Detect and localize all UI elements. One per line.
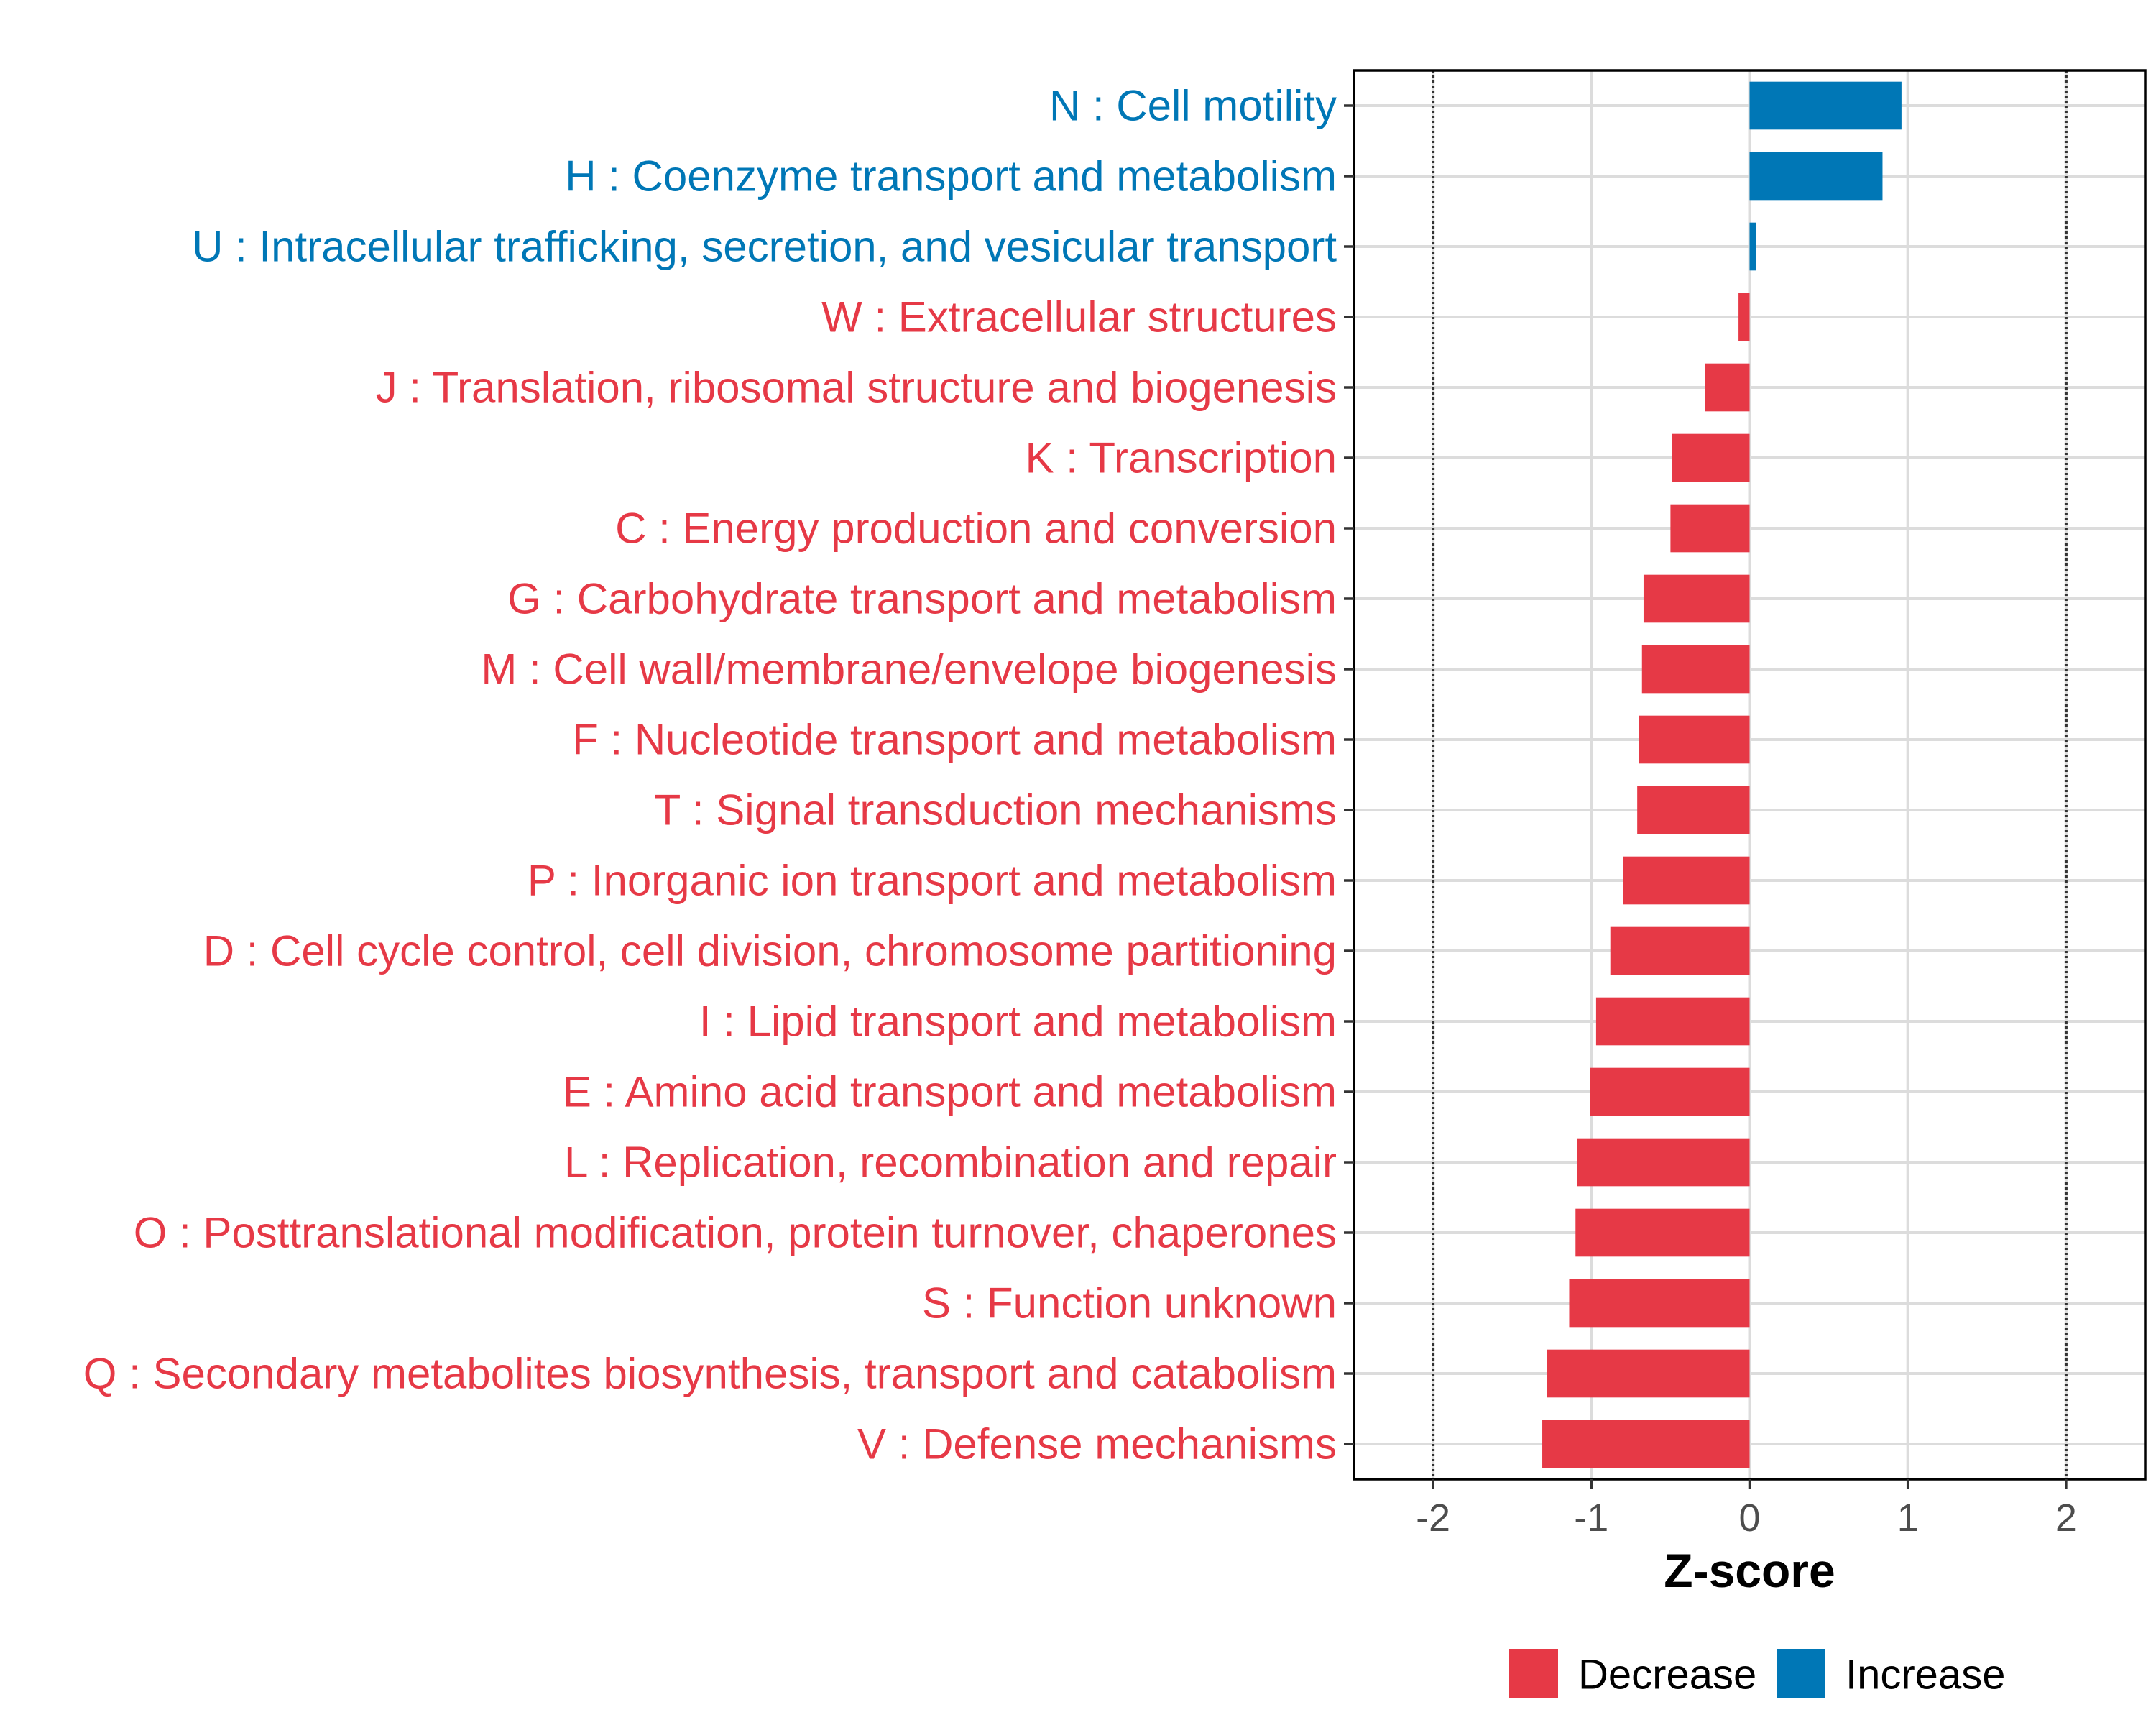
- category-label: K : Transcription: [1025, 434, 1337, 482]
- x-tick-label: 1: [1897, 1496, 1919, 1540]
- category-label: G : Carbohydrate transport and metabolis…: [507, 575, 1337, 623]
- category-label: P : Inorganic ion transport and metaboli…: [528, 857, 1337, 905]
- x-tick-label: -2: [1416, 1496, 1450, 1540]
- legend-swatch: [1509, 1649, 1558, 1698]
- legend-label: Decrease: [1578, 1652, 1756, 1698]
- bar: [1643, 574, 1750, 623]
- bar: [1749, 222, 1756, 271]
- category-label: S : Function unknown: [922, 1279, 1337, 1328]
- category-label: J : Translation, ribosomal structure and…: [376, 364, 1337, 412]
- bar: [1749, 152, 1883, 201]
- category-label: O : Posttranslational modification, prot…: [134, 1209, 1337, 1257]
- bar: [1639, 715, 1750, 764]
- legend-label: Increase: [1846, 1652, 2005, 1698]
- category-label: M : Cell wall/membrane/envelope biogenes…: [481, 645, 1337, 694]
- bar: [1577, 1138, 1750, 1187]
- y-axis-ticks: [1344, 104, 1354, 1445]
- reference-lines: [1432, 70, 2068, 1479]
- category-label: H : Coenzyme transport and metabolism: [565, 152, 1337, 201]
- bar: [1590, 1067, 1750, 1116]
- category-label: W : Extracellular structures: [821, 293, 1337, 341]
- bar: [1641, 645, 1750, 694]
- category-label: C : Energy production and conversion: [615, 505, 1337, 553]
- category-label: N : Cell motility: [1049, 82, 1337, 130]
- category-labels: N : Cell motility H : Coenzyme transport …: [83, 82, 1337, 1468]
- bar: [1670, 504, 1750, 553]
- category-label: E : Amino acid transport and metabolism: [563, 1068, 1337, 1116]
- bar: [1610, 926, 1750, 975]
- x-axis-title: Z-score: [1664, 1544, 1835, 1597]
- bar: [1595, 997, 1750, 1046]
- bar: [1637, 786, 1750, 834]
- bar: [1575, 1208, 1750, 1257]
- legend: Decrease Increase: [1509, 1649, 2005, 1698]
- bar: [1547, 1349, 1750, 1398]
- category-label: U : Intracellular trafficking, secretion…: [192, 223, 1337, 271]
- bar: [1738, 293, 1750, 341]
- category-label: D : Cell cycle control, cell division, c…: [203, 927, 1337, 975]
- category-label: Q : Secondary metabolites biosynthesis, …: [83, 1350, 1337, 1398]
- bar: [1623, 856, 1750, 905]
- category-label: V : Defense mechanisms: [857, 1420, 1337, 1468]
- category-label: I : Lipid transport and metabolism: [699, 998, 1337, 1046]
- legend-swatch: [1777, 1649, 1825, 1698]
- category-label: T : Signal transduction mechanisms: [655, 786, 1337, 834]
- category-label: L : Replication, recombination and repai…: [564, 1138, 1337, 1187]
- x-tick-label: -1: [1574, 1496, 1608, 1540]
- x-axis-ticks: -2 -1 0 1 2: [1416, 1479, 2077, 1540]
- bar: [1672, 433, 1750, 482]
- bar: [1569, 1279, 1750, 1328]
- x-tick-label: 2: [2055, 1496, 2077, 1540]
- category-label: F : Nucleotide transport and metabolism: [572, 716, 1337, 764]
- bar: [1542, 1420, 1750, 1468]
- bar: [1749, 81, 1902, 130]
- x-tick-label: 0: [1738, 1496, 1760, 1540]
- bar-layer: [1542, 81, 1902, 1468]
- bar: [1705, 363, 1750, 412]
